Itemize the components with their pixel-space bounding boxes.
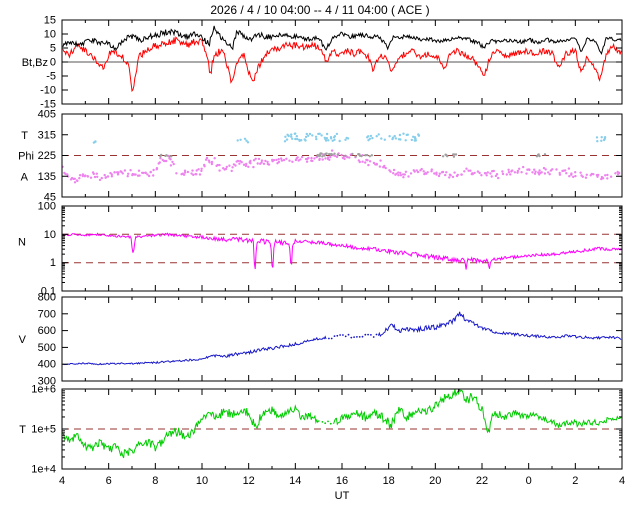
svg-text:10: 10 [44,29,56,41]
svg-text:1e+6: 1e+6 [31,384,56,396]
svg-text:14: 14 [289,475,301,487]
svg-text:2: 2 [572,475,578,487]
svg-text:0: 0 [526,475,532,487]
svg-text:405: 405 [38,109,56,121]
svg-text:4: 4 [59,475,65,487]
svg-text:-10: -10 [40,85,56,97]
svg-text:45: 45 [44,192,56,204]
svg-text:Bt,Bz: Bt,Bz [22,57,48,69]
plot-title: 2026 / 4 / 10 04:00 -- 4 / 11 04:00 ( AC… [210,3,430,17]
svg-text:800: 800 [38,292,56,304]
svg-text:1: 1 [50,257,56,269]
svg-text:300: 300 [38,376,56,388]
svg-text:N: N [18,237,26,249]
svg-text:0.1: 0.1 [41,286,56,298]
svg-text:600: 600 [38,325,56,337]
svg-text:18: 18 [383,475,395,487]
svg-text:A: A [21,171,29,183]
svg-text:V: V [19,334,27,346]
svg-text:5: 5 [50,43,56,55]
svg-text:1e+5: 1e+5 [31,424,56,436]
svg-text:UT: UT [335,490,350,502]
svg-text:1e+4: 1e+4 [31,464,56,476]
svg-text:-5: -5 [46,71,56,83]
svg-text:20: 20 [429,475,441,487]
svg-text:225: 225 [38,150,56,162]
svg-text:10: 10 [44,229,56,241]
svg-text:400: 400 [38,359,56,371]
svg-text:Phi: Phi [18,151,34,163]
svg-text:700: 700 [38,308,56,320]
svg-text:22: 22 [476,475,488,487]
svg-text:-15: -15 [40,99,56,111]
svg-text:315: 315 [38,129,56,141]
svg-text:8: 8 [152,475,158,487]
svg-text:12: 12 [243,475,255,487]
svg-text:10: 10 [196,475,208,487]
svg-text:500: 500 [38,342,56,354]
svg-text:6: 6 [106,475,112,487]
svg-text:100: 100 [38,201,56,213]
svg-text:135: 135 [38,171,56,183]
svg-text:4: 4 [619,475,625,487]
svg-text:16: 16 [336,475,348,487]
svg-text:15: 15 [44,15,56,27]
svg-text:T: T [19,424,26,436]
svg-text:T: T [21,130,28,142]
svg-text:0: 0 [50,57,56,69]
